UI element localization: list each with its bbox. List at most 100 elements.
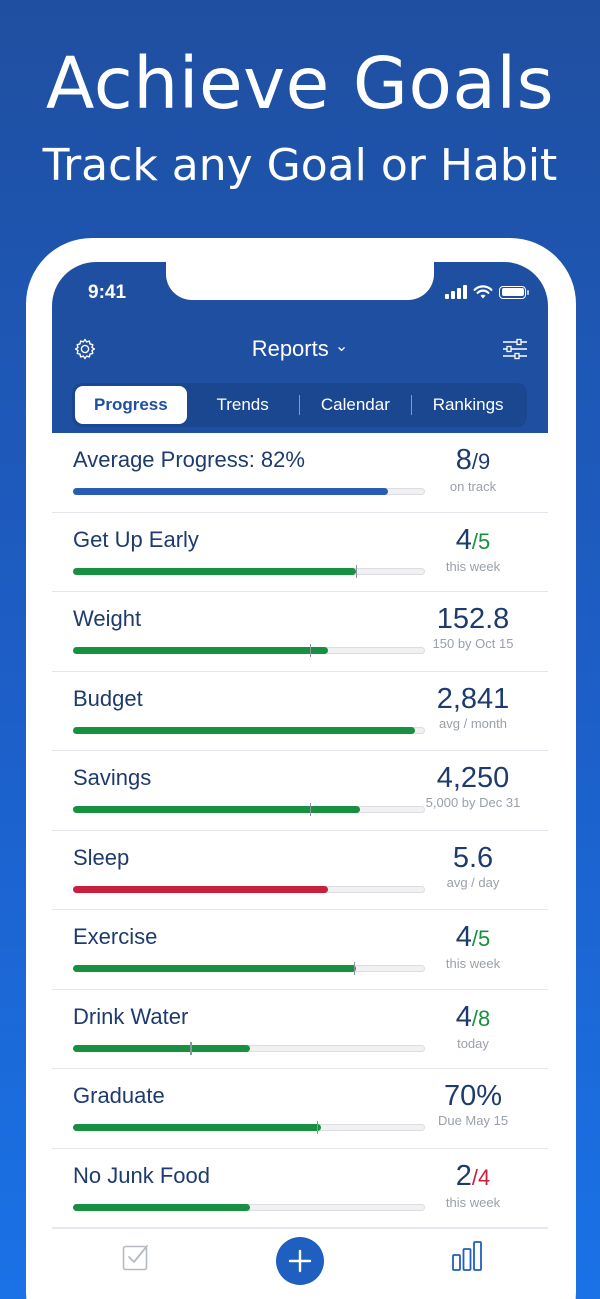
goal-name: Sleep	[73, 844, 130, 870]
signal-icon	[445, 285, 467, 299]
target-marker	[355, 564, 358, 578]
segmented-control: Progress Trends Calendar Rankings	[72, 383, 527, 427]
goal-name: Get Up Early	[73, 526, 199, 552]
tab-calendar[interactable]: Calendar	[320, 395, 390, 414]
top-bar: 9:41 Reports ⌄	[52, 262, 548, 433]
goal-name: No Junk Food	[73, 1162, 210, 1188]
goal-target: /4	[471, 1164, 491, 1190]
progress-track	[73, 1121, 425, 1134]
bar-chart-icon[interactable]	[452, 1241, 482, 1271]
gear-icon[interactable]	[72, 336, 98, 362]
goal-value: 2/4	[408, 1159, 538, 1195]
progress-fill	[73, 647, 328, 654]
progress-fill	[73, 488, 389, 495]
target-marker	[309, 644, 312, 657]
progress-fill	[73, 885, 328, 893]
goal-list: Average Progress: 82% 8/9 on track Get Up E…	[52, 433, 548, 1228]
checkbox-icon[interactable]	[122, 1243, 150, 1271]
goal-stats: 5.6 avg / day	[408, 841, 538, 891]
nav-row: Reports ⌄	[52, 334, 548, 366]
goal-row[interactable]: Drink Water 4/8 today	[52, 989, 548, 1069]
goal-stats: 4/5 this week	[408, 523, 538, 575]
goal-subtitle: avg / day	[446, 874, 500, 890]
progress-track	[73, 803, 425, 816]
goal-row[interactable]: Budget 2,841 avg / month	[52, 671, 548, 751]
goal-subtitle: this week	[445, 1194, 501, 1210]
goal-row[interactable]: Weight 152.8 150 by Oct 15	[52, 592, 548, 672]
filter-icon[interactable]	[502, 338, 528, 360]
progress-track	[73, 885, 425, 893]
target-marker	[353, 962, 356, 975]
goal-stats: 4,250 5,000 by Dec 31	[408, 761, 538, 811]
tab-rankings[interactable]: Rankings	[432, 395, 504, 414]
goal-row[interactable]: No Junk Food 2/4 this week	[52, 1148, 548, 1228]
subheadline: Track any Goal or Habit	[42, 140, 558, 191]
goal-target: /5	[471, 926, 491, 951]
goal-row[interactable]: Exercise 4/5 this week	[52, 910, 548, 990]
progress-fill	[73, 1124, 321, 1131]
goal-value: 8/9	[408, 443, 538, 479]
progress-fill	[73, 1044, 250, 1052]
goal-subtitle: avg / month	[439, 715, 507, 731]
progress-fill	[73, 567, 357, 575]
reports-dropdown[interactable]: Reports ⌄	[52, 336, 548, 362]
goal-row[interactable]: Get Up Early 4/5 this week	[52, 512, 548, 592]
tab-trends[interactable]: Trends	[216, 395, 269, 414]
goal-value-number: 152.8	[436, 603, 510, 635]
add-goal-button[interactable]	[276, 1237, 324, 1285]
progress-fill	[73, 1203, 250, 1211]
progress-fill	[73, 965, 357, 972]
goal-value-number: 5.6	[452, 841, 494, 874]
goal-value: 5.6	[408, 841, 538, 875]
goal-stats: 70% Due May 15	[408, 1079, 538, 1129]
goal-target: /9	[471, 449, 491, 474]
tab-progress[interactable]: Progress	[75, 386, 187, 424]
goal-row[interactable]: Average Progress: 82% 8/9 on track	[52, 433, 548, 513]
segment-divider	[411, 395, 413, 415]
goal-value: 4/5	[408, 920, 538, 956]
goal-value: 4/8	[408, 1000, 538, 1036]
goal-name: Budget	[73, 685, 143, 711]
goal-value-number: 4	[455, 921, 472, 953]
progress-fill	[73, 726, 415, 734]
goal-value: 152.8	[408, 602, 538, 636]
goal-stats: 2/4 this week	[408, 1159, 538, 1211]
goal-subtitle: this week	[445, 558, 501, 574]
goal-subtitle: 150 by Oct 15	[432, 636, 514, 651]
goal-subtitle: on track	[449, 479, 497, 494]
tab-bar	[52, 1228, 548, 1299]
segment-divider	[298, 395, 300, 415]
goal-value-number: 70%	[443, 1080, 503, 1112]
goal-value-number: 4	[455, 523, 472, 556]
goal-value: 2,841	[408, 682, 538, 716]
goal-subtitle: Due May 15	[437, 1113, 509, 1128]
goal-value: 70%	[408, 1079, 538, 1113]
status-time: 9:41	[88, 282, 127, 303]
goal-value-number: 2	[455, 1159, 472, 1192]
progress-track	[73, 726, 425, 734]
notch	[166, 262, 434, 300]
target-marker	[309, 803, 312, 816]
goal-value-number: 2,841	[436, 682, 510, 715]
goal-name: Weight	[73, 606, 142, 631]
chevron-down-icon: ⌄	[334, 338, 349, 355]
goal-target: /8	[471, 1005, 491, 1031]
goal-target: /5	[471, 528, 491, 554]
goal-row[interactable]: Savings 4,250 5,000 by Dec 31	[52, 751, 548, 831]
target-marker	[316, 1121, 319, 1134]
progress-track	[73, 488, 425, 495]
progress-track	[73, 962, 425, 975]
goal-subtitle: 5,000 by Dec 31	[425, 795, 521, 810]
goal-stats: 8/9 on track	[408, 443, 538, 495]
phone-screen: 9:41 Reports ⌄	[52, 262, 548, 1299]
headline: Achieve Goals	[45, 42, 555, 125]
goal-row[interactable]: Graduate 70% Due May 15	[52, 1069, 548, 1149]
goal-row[interactable]: Sleep 5.6 avg / day	[52, 830, 548, 910]
status-icons	[445, 282, 529, 302]
target-marker	[190, 1041, 192, 1055]
battery-icon	[499, 285, 529, 299]
progress-fill	[73, 806, 360, 813]
goal-name: Savings	[73, 765, 152, 790]
nav-title-text: Reports	[251, 336, 329, 361]
goal-stats: 152.8 150 by Oct 15	[408, 602, 538, 652]
